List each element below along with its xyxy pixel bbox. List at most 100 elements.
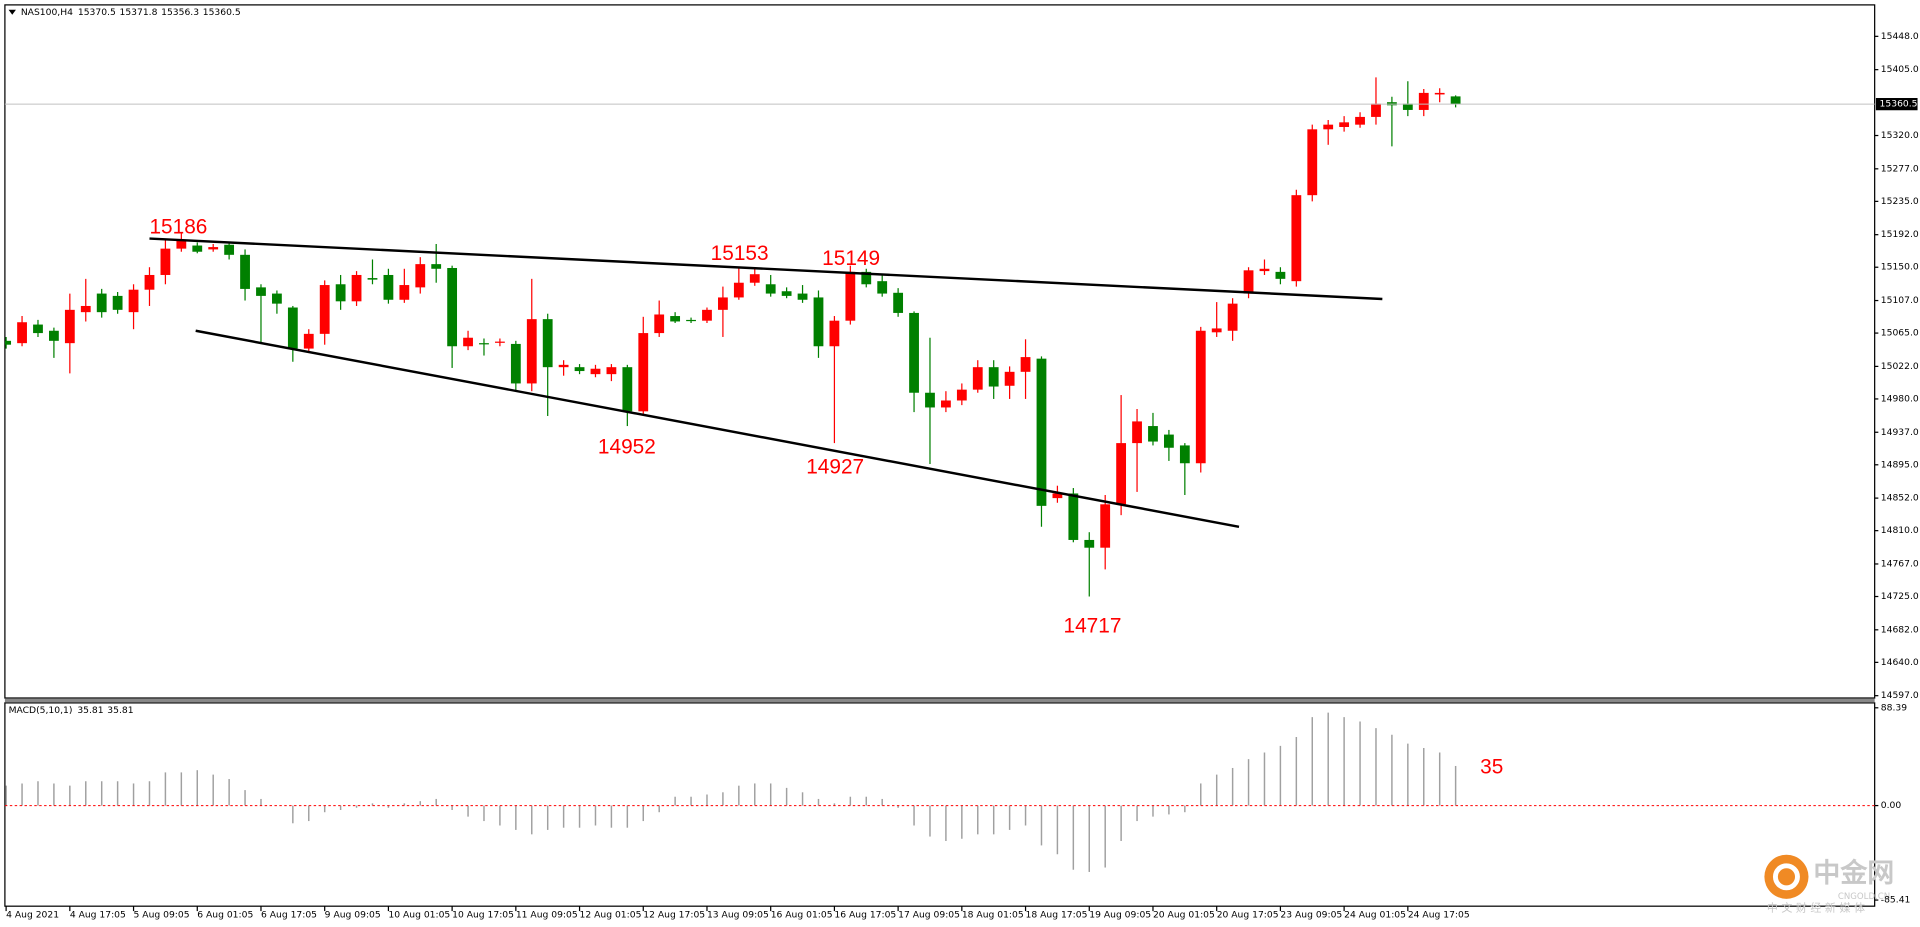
y-tick-label: 88.39 bbox=[1881, 702, 1907, 713]
candle-body bbox=[797, 293, 808, 300]
candle-body bbox=[861, 271, 872, 285]
candle-body bbox=[733, 282, 744, 298]
candle-body bbox=[1132, 421, 1142, 444]
high-value: 15371.8 bbox=[119, 7, 157, 18]
candle-body bbox=[1116, 443, 1127, 505]
candle-body bbox=[558, 364, 569, 368]
candle-body bbox=[1323, 124, 1334, 130]
candle-body bbox=[1179, 445, 1190, 464]
plot-area bbox=[4, 77, 1461, 597]
y-tick-label: 15405.0 bbox=[1881, 64, 1919, 75]
y-tick-label: 15448.0 bbox=[1881, 31, 1919, 42]
trendline bbox=[149, 237, 1383, 301]
signal-value: 35.81 bbox=[107, 705, 133, 716]
candle-body bbox=[670, 316, 681, 322]
y-tick-label: 15192.0 bbox=[1881, 229, 1919, 240]
candle-body bbox=[447, 267, 458, 347]
indicator-area bbox=[5, 712, 1457, 872]
header: NAS100,H4 15370.5 15371.8 15356.3 15360.5 bbox=[21, 7, 241, 18]
x-tick-label: 12 Aug 01:05 bbox=[580, 909, 642, 920]
y-tick-label: 14682.0 bbox=[1881, 624, 1919, 635]
candle-body bbox=[335, 284, 346, 302]
x-tick-label: 6 Aug 01:05 bbox=[197, 909, 253, 920]
x-tick-label: 12 Aug 17:05 bbox=[643, 909, 705, 920]
x-tick-label: 19 Aug 09:05 bbox=[1089, 909, 1151, 920]
candle-body bbox=[96, 293, 107, 313]
candle-body bbox=[542, 319, 553, 368]
logo-mark bbox=[1772, 863, 1800, 891]
x-tick-label: 4 Aug 17:05 bbox=[70, 909, 126, 920]
candle-body bbox=[1243, 270, 1254, 294]
candle-body bbox=[144, 274, 155, 290]
candle-body bbox=[1307, 129, 1318, 196]
candle-body bbox=[1020, 357, 1031, 372]
candle-body bbox=[1052, 493, 1063, 499]
y-tick-label: 14852.0 bbox=[1881, 493, 1919, 504]
menu-arrow bbox=[8, 9, 16, 15]
candle-body bbox=[33, 324, 43, 334]
candle-body bbox=[972, 367, 983, 390]
x-tick-label: 18 Aug 17:05 bbox=[1026, 909, 1088, 920]
candle-body bbox=[590, 368, 601, 375]
open-value: 15370.5 bbox=[78, 7, 116, 18]
candle-body bbox=[160, 248, 171, 275]
candle-body bbox=[1402, 103, 1413, 110]
candle-body bbox=[208, 247, 219, 250]
candle-body bbox=[176, 240, 187, 249]
y-tick-label: 15022.0 bbox=[1881, 361, 1919, 372]
candle-body bbox=[1339, 122, 1350, 127]
candle-body bbox=[351, 274, 362, 302]
y-tick-label: 14767.0 bbox=[1881, 558, 1919, 569]
y-tick-label: 14895.0 bbox=[1881, 459, 1919, 470]
candle-body bbox=[64, 309, 75, 344]
watermark-title: 中金网 bbox=[1813, 857, 1894, 889]
candle-body bbox=[80, 305, 91, 313]
candle-body bbox=[1371, 103, 1381, 117]
candle-body bbox=[702, 309, 712, 321]
candle-body bbox=[112, 295, 123, 310]
annotation: 35 bbox=[1480, 755, 1503, 778]
candle-body bbox=[1004, 371, 1015, 386]
y-tick-label: 15320.0 bbox=[1881, 130, 1919, 141]
candle-body bbox=[287, 307, 298, 349]
candle-body bbox=[925, 392, 935, 408]
x-tick-label: 10 Aug 17:05 bbox=[452, 909, 514, 920]
candle-body bbox=[749, 274, 760, 283]
low-value: 15356.3 bbox=[161, 7, 199, 18]
main-frame bbox=[4, 4, 1876, 699]
annotation: 15149 bbox=[822, 247, 880, 270]
candle-body bbox=[303, 333, 314, 349]
x-tick-label: 17 Aug 09:05 bbox=[898, 909, 960, 920]
x-tick-label: 5 Aug 09:05 bbox=[134, 909, 190, 920]
candle-body bbox=[1227, 303, 1238, 331]
annotation: 14927 bbox=[806, 455, 864, 478]
x-tick-label: 20 Aug 17:05 bbox=[1217, 909, 1279, 920]
candle-body bbox=[1259, 268, 1270, 272]
candle-body bbox=[49, 330, 59, 341]
y-tick-label: 15107.0 bbox=[1881, 295, 1919, 306]
candle-body bbox=[272, 293, 282, 304]
candle-body bbox=[1450, 96, 1461, 105]
candle-body bbox=[1148, 426, 1158, 442]
y-tick-label: 14980.0 bbox=[1881, 393, 1919, 404]
annotation: 15153 bbox=[711, 242, 769, 265]
candle-body bbox=[399, 285, 410, 300]
candle-body bbox=[224, 244, 235, 255]
candle-body bbox=[1195, 330, 1206, 464]
indicator-name: MACD(5,10,1) bbox=[9, 705, 73, 716]
macd-header: MACD(5,10,1) 35.81 35.81 bbox=[9, 705, 134, 716]
candle-body bbox=[845, 271, 856, 321]
candle-body bbox=[240, 254, 250, 289]
candle-body bbox=[829, 320, 840, 347]
candle-body bbox=[1355, 116, 1365, 125]
y-tick-label: 0.00 bbox=[1881, 800, 1902, 811]
y-tick-label: 15065.0 bbox=[1881, 328, 1919, 339]
x-tick-label: 13 Aug 09:05 bbox=[707, 909, 769, 920]
candle-body bbox=[4, 340, 12, 345]
candle-body bbox=[686, 319, 696, 322]
candle-body bbox=[813, 297, 824, 347]
x-tick-label: 24 Aug 01:05 bbox=[1344, 909, 1406, 920]
y-tick-label: 14640.0 bbox=[1881, 657, 1919, 668]
x-tick-label: 10 Aug 01:05 bbox=[388, 909, 450, 920]
